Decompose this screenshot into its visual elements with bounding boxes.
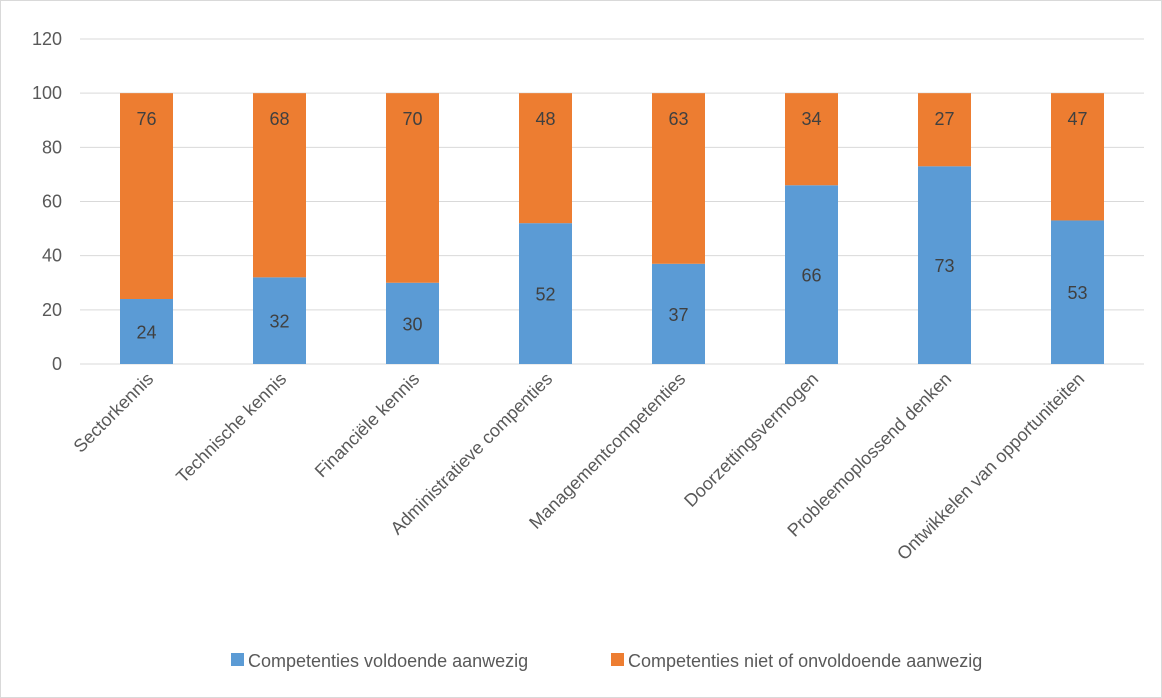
- legend-swatch: [231, 653, 244, 666]
- y-tick-label: 40: [42, 246, 62, 266]
- bar-segment: [918, 166, 971, 364]
- y-tick-label: 80: [42, 137, 62, 157]
- legend-swatch: [611, 653, 624, 666]
- data-label: 53: [1067, 283, 1087, 303]
- data-label: 66: [801, 266, 821, 286]
- bar-segment: [120, 93, 173, 300]
- y-tick-label: 100: [32, 83, 62, 103]
- bar-segment: [785, 185, 838, 364]
- data-label: 32: [269, 312, 289, 332]
- data-label: 34: [801, 109, 821, 129]
- data-labels: 24 76 32 68 30 70 52 48 37 63 66 34 73 27 53 47: [136, 109, 1087, 342]
- data-label: 30: [402, 314, 422, 334]
- bar-segment: [386, 93, 439, 283]
- bars: [120, 93, 1104, 364]
- bar-segment: [386, 282, 439, 364]
- y-tick-label: 0: [52, 354, 62, 374]
- bar-segment: [519, 223, 572, 364]
- bar-segment: [652, 93, 705, 264]
- data-label: 37: [668, 305, 688, 325]
- bar-segment: [652, 263, 705, 364]
- data-label: 52: [535, 285, 555, 305]
- data-label: 48: [535, 109, 555, 129]
- legend-label: Competenties voldoende aanwezig: [248, 651, 528, 671]
- y-axis-ticks: 0 20 40 60 80 100 120: [32, 29, 62, 374]
- bar-segment: [253, 277, 306, 364]
- data-label: 27: [934, 109, 954, 129]
- data-label: 24: [136, 323, 156, 343]
- data-label: 47: [1067, 109, 1087, 129]
- data-label: 68: [269, 109, 289, 129]
- y-tick-label: 20: [42, 300, 62, 320]
- data-label: 63: [668, 109, 688, 129]
- bar-segment: [918, 93, 971, 167]
- bar-segment: [120, 299, 173, 364]
- bar-segment: [1051, 220, 1104, 364]
- data-label: 76: [136, 109, 156, 129]
- legend: Competenties voldoende aanwezig Competent…: [231, 651, 982, 671]
- bar-segment: [253, 93, 306, 278]
- data-label: 73: [934, 256, 954, 276]
- legend-label: Competenties niet of onvoldoende aanwezi…: [628, 651, 982, 671]
- y-tick-label: 60: [42, 192, 62, 212]
- bar-segment: [785, 93, 838, 186]
- bar-segment: [519, 93, 572, 224]
- bar-segment: [1051, 93, 1104, 221]
- data-label: 70: [402, 109, 422, 129]
- y-tick-label: 120: [32, 29, 62, 49]
